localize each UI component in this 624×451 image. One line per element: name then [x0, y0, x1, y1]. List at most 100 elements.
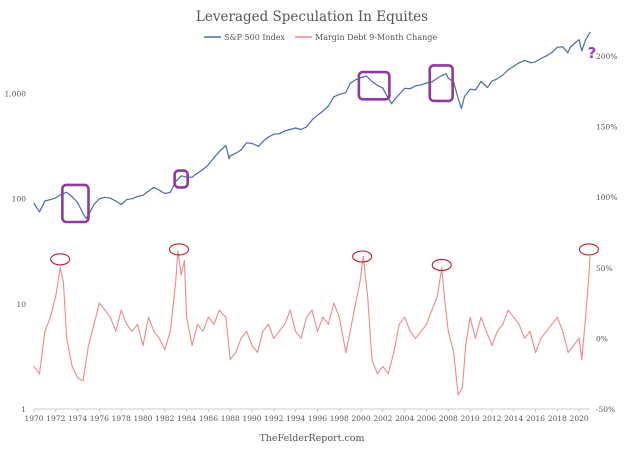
data-point-margin-debt: [177, 250, 179, 252]
data-point-sp500: [311, 119, 313, 121]
data-point-margin-debt: [246, 330, 248, 332]
data-point-sp500: [322, 110, 324, 112]
data-point-sp500: [33, 202, 35, 205]
data-point-margin-debt: [218, 309, 220, 311]
data-point-sp500: [480, 80, 482, 83]
data-point-sp500: [300, 128, 302, 131]
data-point-margin-debt: [573, 344, 575, 347]
data-point-margin-debt: [345, 351, 347, 354]
x-tick-label: 1996: [308, 414, 327, 423]
data-point-sp500: [393, 99, 395, 101]
data-point-margin-debt: [338, 316, 340, 318]
data-point-margin-debt: [545, 330, 548, 332]
x-tick-label: 2020: [570, 414, 589, 423]
data-point-sp500: [93, 203, 95, 206]
data-point-margin-debt: [240, 337, 242, 339]
data-point-margin-debt: [480, 316, 482, 318]
data-point-margin-debt: [581, 359, 583, 361]
x-tick-label: 2014: [504, 414, 523, 423]
x-tick-label: 2008: [439, 414, 458, 423]
right-tick-label: 50%: [596, 264, 613, 273]
data-point-sp500: [415, 85, 417, 87]
data-point-margin-debt: [82, 380, 84, 382]
x-tick-label: 1982: [155, 414, 174, 423]
data-point-margin-debt: [202, 330, 204, 332]
source-label: TheFelderReport.com: [259, 433, 364, 444]
data-point-sp500: [267, 136, 269, 138]
data-point-margin-debt: [207, 316, 209, 318]
data-point-margin-debt: [71, 366, 73, 368]
data-point-sp500: [225, 144, 227, 147]
highlight-box: [61, 183, 90, 224]
chart-title: Leveraged Speculation In Equites: [196, 9, 428, 25]
data-point-margin-debt: [267, 323, 269, 325]
left-tick-label: 1,000: [5, 90, 27, 99]
data-point-sp500: [371, 80, 373, 83]
data-point-sp500: [589, 31, 591, 34]
data-point-sp500: [474, 89, 477, 91]
data-point-margin-debt: [284, 323, 286, 325]
data-point-margin-debt: [180, 274, 182, 276]
data-point-margin-debt: [409, 330, 411, 332]
data-point-sp500: [327, 105, 329, 107]
data-point-sp500: [404, 87, 406, 89]
data-point-margin-debt: [137, 323, 139, 325]
left-tick-label: 10: [16, 300, 26, 309]
data-point-sp500: [66, 191, 68, 193]
data-point-margin-debt: [567, 351, 569, 354]
data-point-margin-debt: [62, 281, 64, 283]
data-point-margin-debt: [469, 316, 471, 318]
data-point-margin-debt: [289, 309, 291, 311]
data-point-sp500: [545, 55, 548, 57]
data-point-margin-debt: [229, 359, 231, 361]
data-point-sp500: [382, 87, 384, 89]
question-mark-annotation: ?: [588, 44, 597, 62]
data-point-sp500: [38, 211, 41, 213]
data-point-sp500: [469, 88, 471, 90]
data-point-margin-debt: [33, 366, 35, 368]
data-point-sp500: [258, 145, 260, 147]
data-point-margin-debt: [164, 349, 166, 351]
x-axis: 1970 1972 1974 1976 1978 1980 1982 1984 1986 1988…: [24, 408, 590, 423]
data-point-margin-debt: [120, 309, 122, 311]
data-point-margin-debt: [457, 394, 459, 396]
data-point-margin-debt: [278, 330, 280, 332]
x-tick-label: 1986: [199, 414, 218, 423]
data-point-sp500: [115, 200, 117, 202]
data-point-margin-debt: [507, 309, 509, 311]
data-point-margin-debt: [518, 323, 520, 325]
series-line-sp500: [33, 32, 591, 219]
highlight-box: [357, 70, 391, 101]
data-point-sp500: [360, 76, 362, 79]
data-point-sp500: [436, 77, 438, 79]
data-point-sp500: [333, 96, 335, 98]
highlight-box: [173, 169, 190, 189]
data-point-sp500: [164, 192, 166, 195]
left-axis: 1 10 100 1,000: [5, 90, 27, 414]
data-point-sp500: [345, 92, 347, 94]
legend-label-margin: Margin Debt 9-Month Change: [315, 33, 437, 42]
data-point-margin-debt: [213, 323, 215, 325]
data-point-margin-debt: [327, 323, 329, 325]
data-point-sp500: [556, 46, 558, 48]
data-point-margin-debt: [169, 330, 171, 332]
x-tick-label: 1974: [68, 414, 87, 423]
data-point-sp500: [496, 78, 498, 80]
data-point-margin-debt: [305, 316, 308, 318]
data-point-margin-debt: [262, 330, 264, 332]
data-point-margin-debt: [196, 323, 199, 325]
data-point-margin-debt: [376, 373, 378, 375]
data-point-sp500: [338, 93, 340, 95]
data-point-margin-debt: [273, 337, 275, 339]
right-axis: -50% 0% 50% 100% 150% 200%: [596, 52, 617, 414]
data-point-margin-debt: [556, 316, 558, 318]
data-point-sp500: [409, 88, 411, 90]
x-tick-label: 2016: [526, 414, 545, 423]
data-point-margin-debt: [93, 323, 95, 325]
data-point-sp500: [278, 133, 280, 135]
x-tick-label: 1978: [112, 414, 131, 423]
legend: S&P 500 Index Margin Debt 9-Month Change: [204, 33, 437, 42]
data-point-sp500: [191, 176, 193, 178]
data-point-sp500: [486, 86, 489, 89]
